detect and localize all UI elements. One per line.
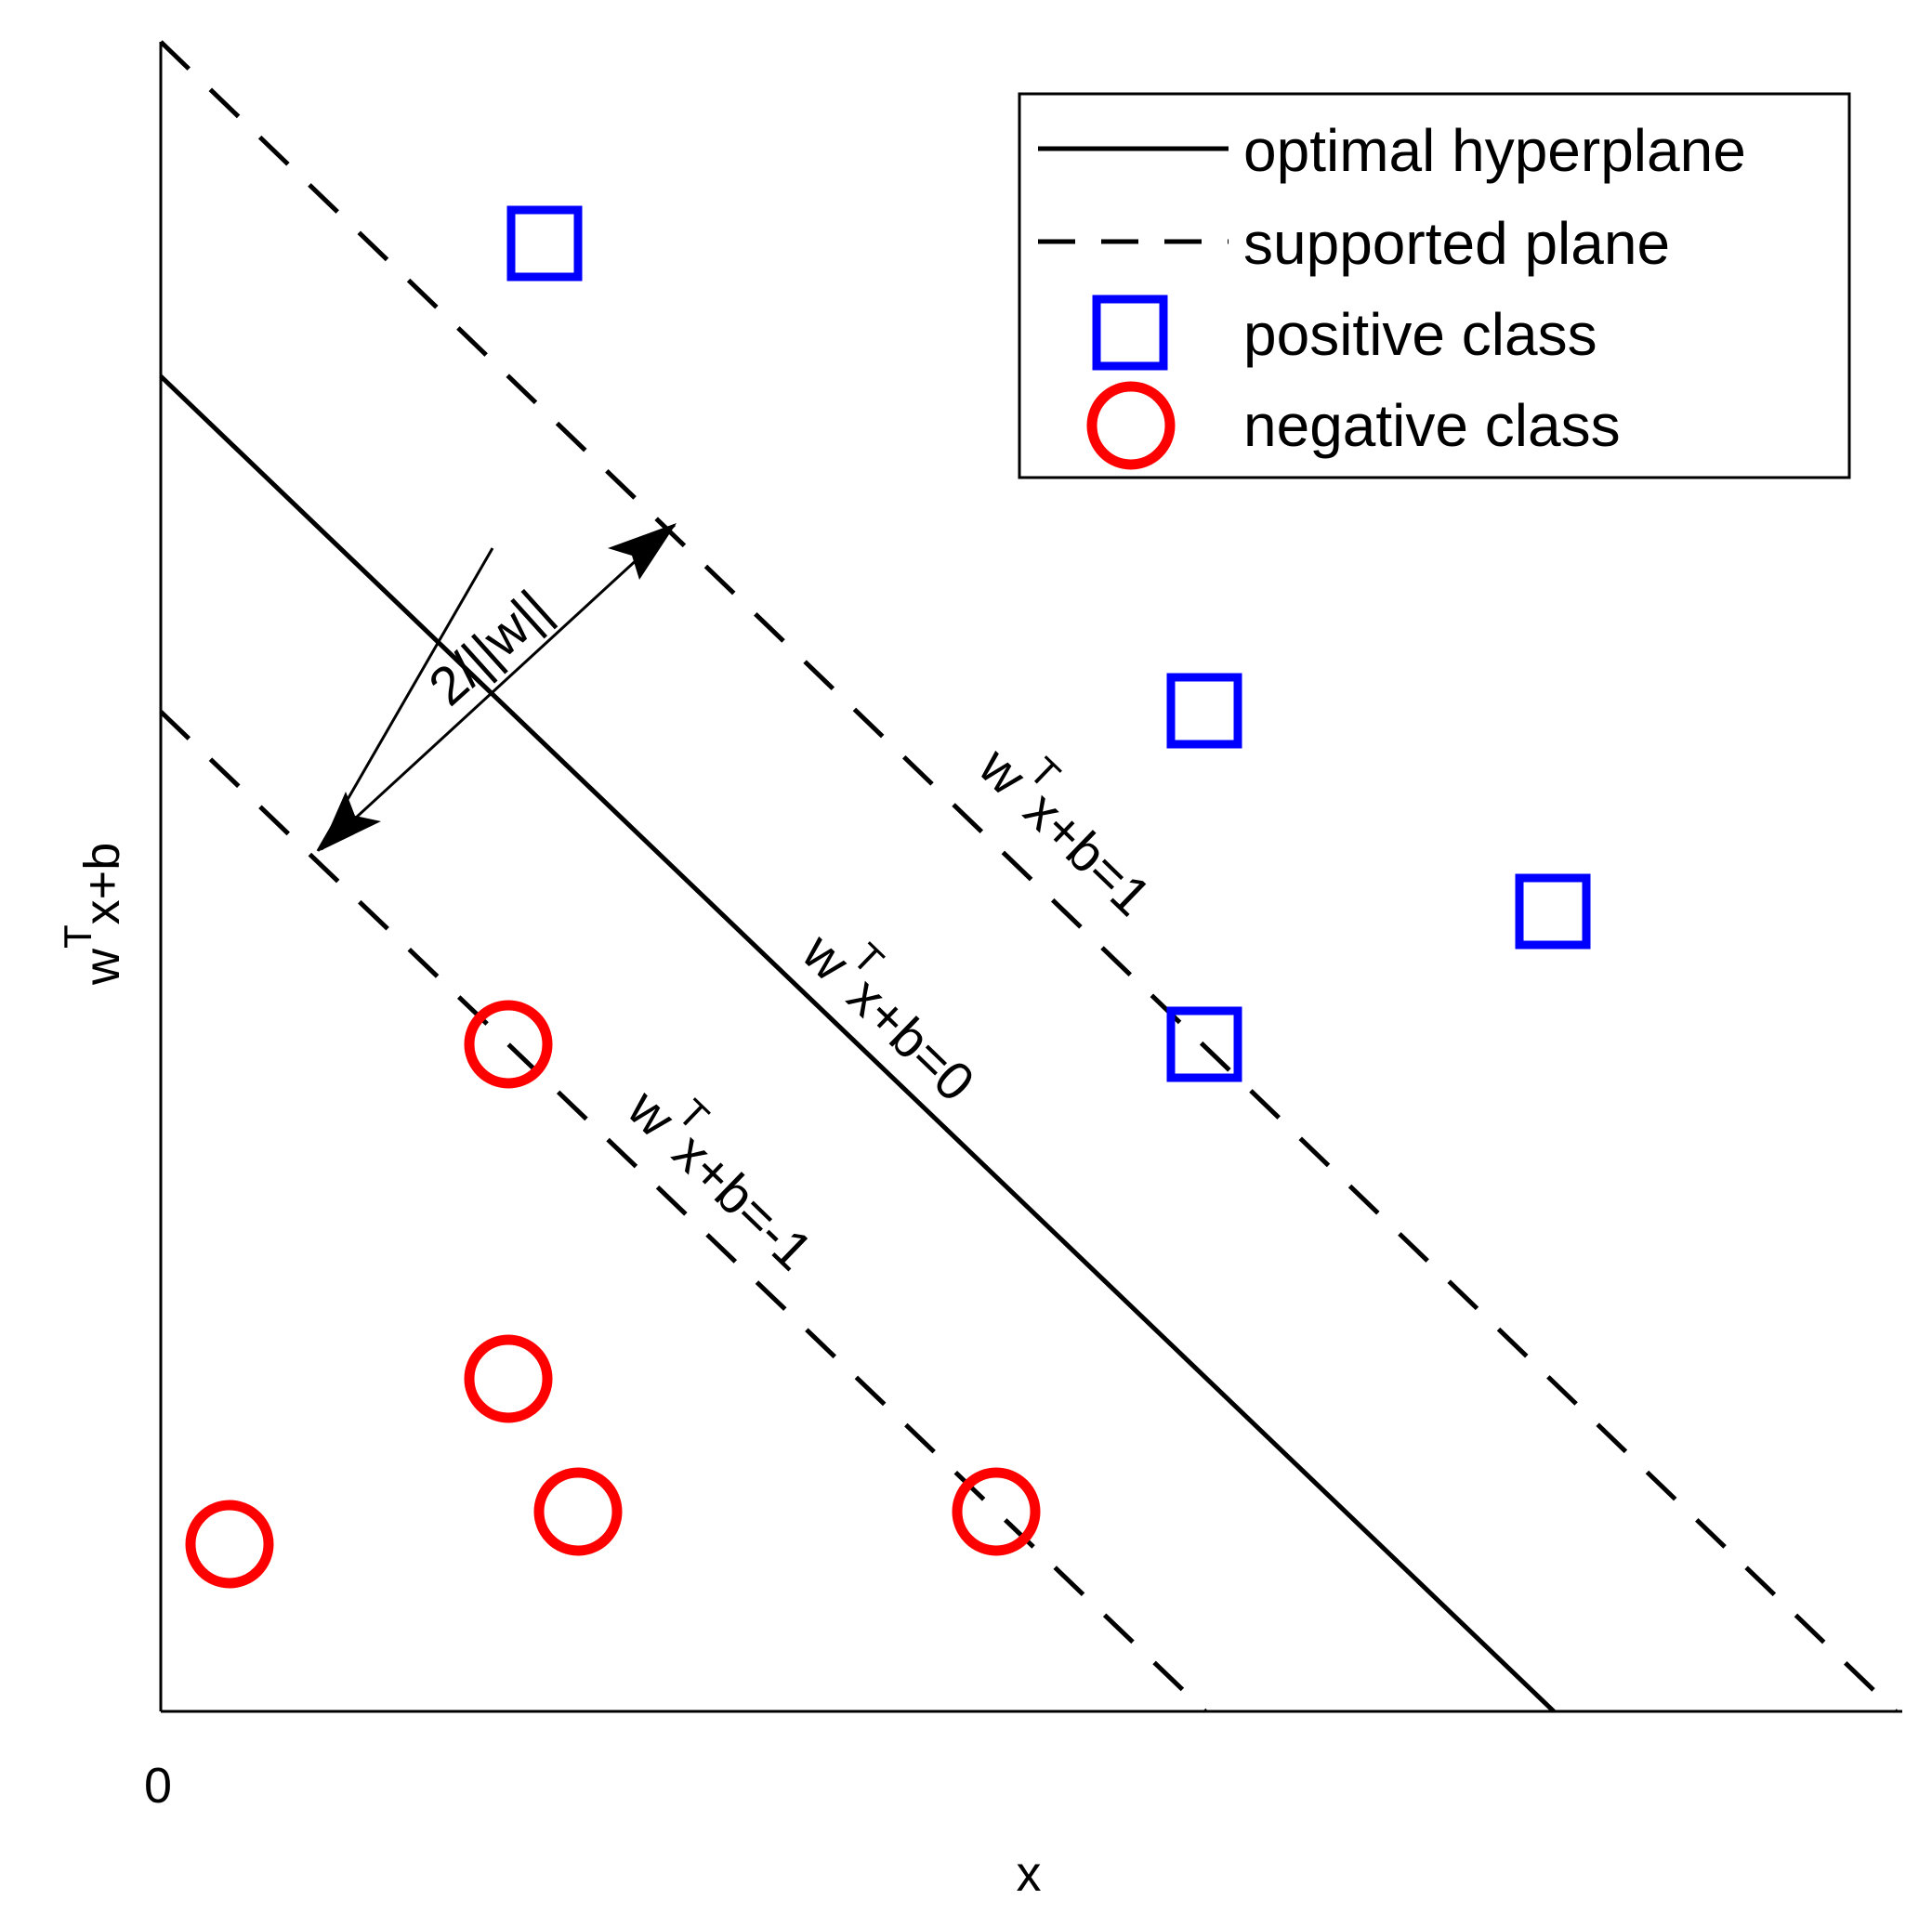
legend-blue-square-icon xyxy=(1092,295,1168,371)
legend-label-negative: negative class xyxy=(1243,392,1621,459)
plane-negative-label: wTx+b=-1 xyxy=(615,1063,838,1282)
positive-point xyxy=(1515,873,1591,950)
margin-arrow-main xyxy=(320,523,677,851)
plane-positive-label: wTx+b=1 xyxy=(966,721,1176,927)
legend-label-supported: supported plane xyxy=(1243,210,1670,277)
positive-point xyxy=(1166,1006,1242,1082)
legend-label-positive: positive class xyxy=(1243,301,1597,368)
legend-red-circle-icon xyxy=(1086,381,1176,470)
optimal-hyperplane xyxy=(159,374,1556,1713)
y-axis-label: wTx+b xyxy=(56,843,130,986)
positive-point xyxy=(506,205,583,282)
margin-arrowhead-lower xyxy=(320,792,381,851)
legend: optimal hyperplane supported plane posit… xyxy=(1018,92,1851,479)
margin-arrowhead-upper xyxy=(608,523,677,580)
supported-plane-negative xyxy=(159,710,1207,1713)
negative-point xyxy=(533,1467,623,1556)
origin-label: 0 xyxy=(144,1758,172,1814)
negative-point xyxy=(952,1467,1041,1556)
supported-plane-positive xyxy=(159,40,1898,1713)
legend-box xyxy=(1018,92,1851,479)
negative-point xyxy=(185,1500,274,1589)
legend-label-optimal: optimal hyperplane xyxy=(1243,117,1746,184)
negative-point xyxy=(464,1334,553,1423)
positive-point xyxy=(1166,673,1242,749)
x-axis-label: x xyxy=(1017,1846,1042,1902)
negative-point xyxy=(464,1000,553,1089)
